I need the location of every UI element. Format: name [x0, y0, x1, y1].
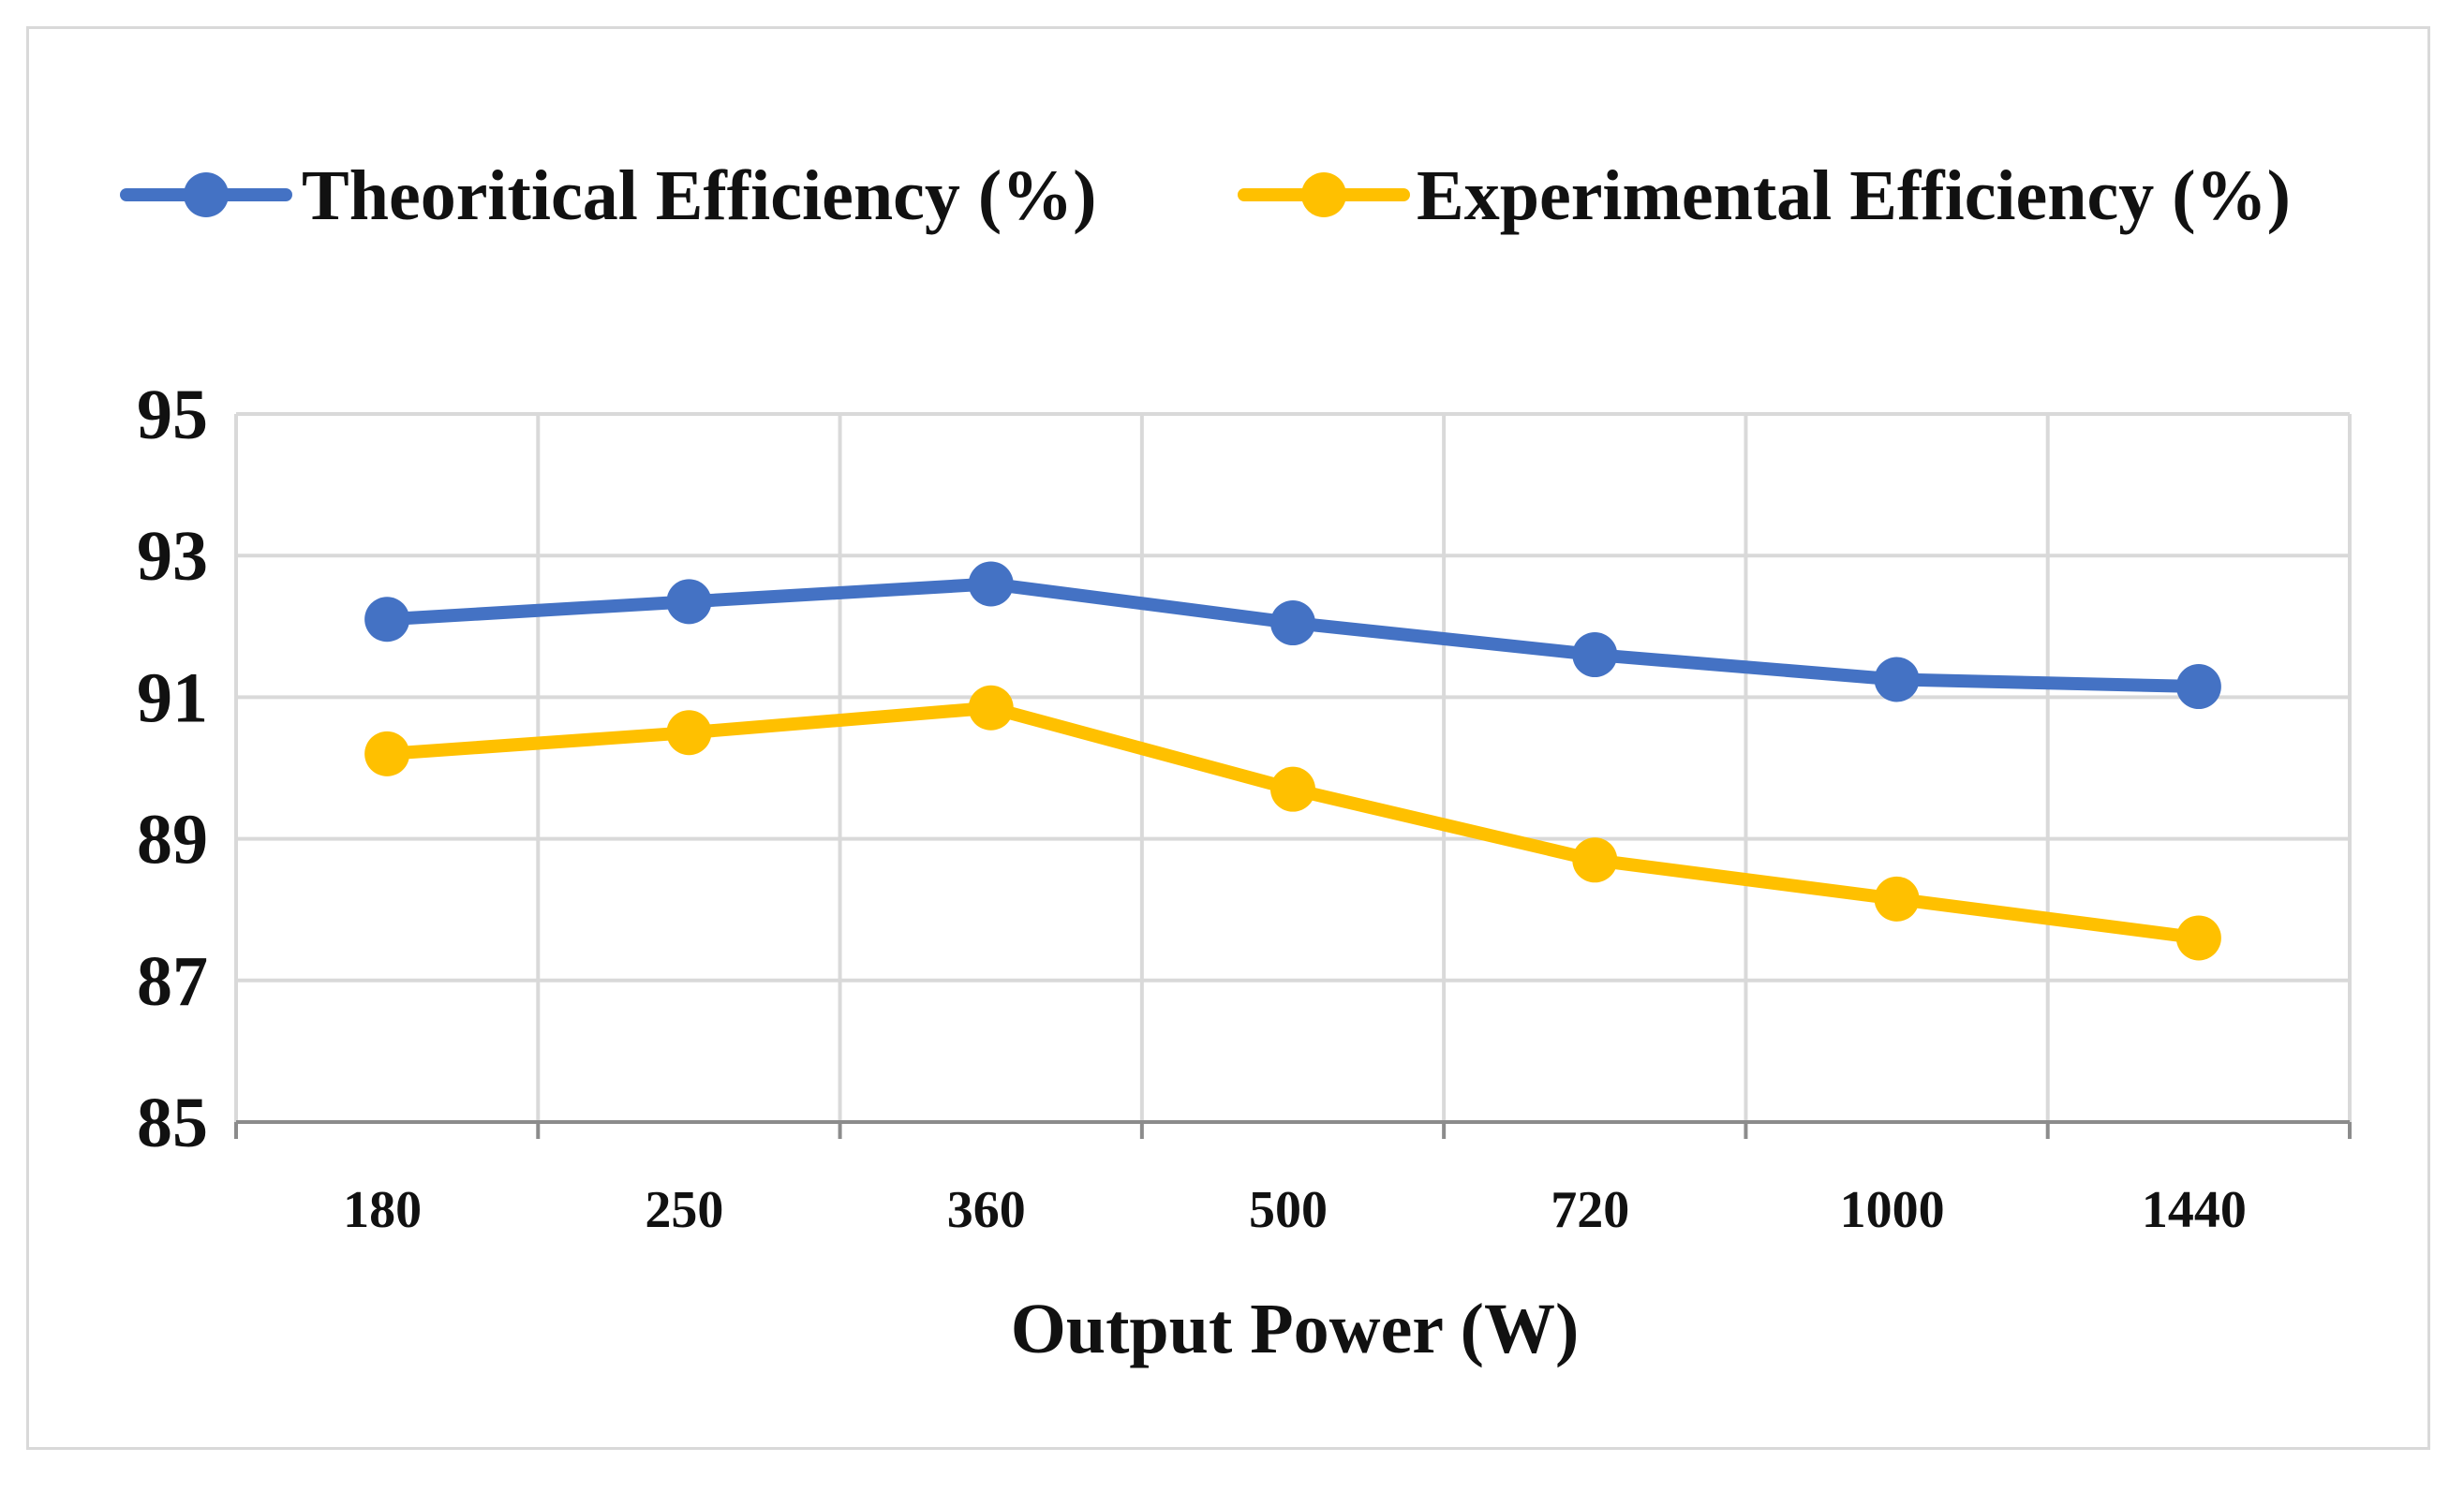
data-point[interactable]	[2175, 915, 2221, 961]
y-tick-label: 91	[137, 658, 208, 737]
data-point[interactable]	[1572, 837, 1618, 883]
series-line-1	[380, 701, 2205, 945]
legend-item-experimental[interactable]: Experimental Efficiency (%)	[1238, 156, 2291, 235]
x-tick-labels: 180 250 360 500 720 1000 1440	[343, 1181, 2247, 1239]
data-point[interactable]	[968, 685, 1014, 731]
series-0	[364, 561, 2221, 710]
data-point[interactable]	[666, 710, 712, 756]
x-tick-label: 180	[343, 1181, 422, 1239]
y-tick-label: 95	[137, 376, 208, 454]
x-tick-label: 250	[645, 1181, 723, 1239]
data-point[interactable]	[1572, 632, 1618, 678]
x-axis-title: Output Power (W)	[1011, 1290, 1580, 1368]
x-tick-label: 720	[1551, 1181, 1629, 1239]
x-tick-label: 1000	[1840, 1181, 1945, 1239]
data-point[interactable]	[1874, 876, 1920, 922]
x-tick-label: 500	[1249, 1181, 1328, 1239]
y-tick-label: 93	[137, 517, 208, 596]
x-tick-label: 1440	[2142, 1181, 2247, 1239]
data-point[interactable]	[1270, 766, 1315, 812]
data-point[interactable]	[666, 579, 712, 625]
grid	[234, 412, 2352, 1139]
series-1	[364, 685, 2221, 961]
legend-label-experimental: Experimental Efficiency (%)	[1417, 156, 2291, 235]
data-point[interactable]	[2175, 664, 2221, 710]
y-tick-label: 89	[137, 801, 208, 879]
data-point[interactable]	[1270, 600, 1315, 646]
legend-item-theoretical[interactable]: Theoritical Efficiency (%)	[120, 156, 1096, 235]
legend-marker-theoretical	[184, 172, 229, 217]
data-point[interactable]	[364, 597, 410, 643]
series	[364, 561, 2221, 961]
y-tick-label: 87	[137, 942, 208, 1021]
x-tick-label: 360	[947, 1181, 1026, 1239]
y-tick-label: 85	[137, 1084, 208, 1162]
legend-marker-experimental	[1301, 172, 1346, 217]
data-point[interactable]	[364, 731, 410, 776]
y-tick-labels: 85 87 89 91 93 95	[137, 376, 208, 1162]
data-point[interactable]	[968, 561, 1014, 607]
data-point[interactable]	[1874, 657, 1920, 702]
legend-label-theoretical: Theoritical Efficiency (%)	[302, 156, 1096, 235]
chart-frame	[26, 26, 2430, 1450]
legend: Theoritical Efficiency (%) Experimental …	[120, 156, 2291, 235]
